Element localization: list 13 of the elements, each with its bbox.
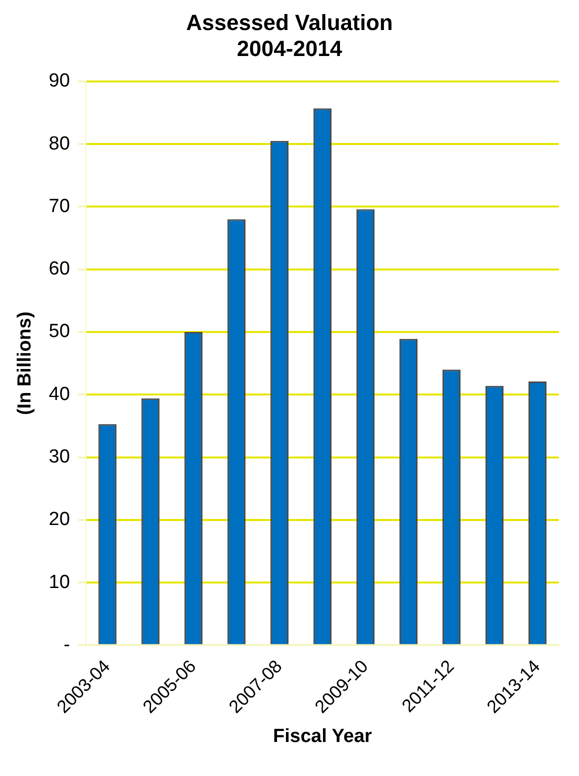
y-tick-label: 20 <box>48 509 70 530</box>
y-tick-label: 30 <box>48 446 70 468</box>
y-tick-label: 80 <box>48 133 70 154</box>
y-tick-label: 90 <box>48 70 70 92</box>
y-axis-title: (In Billions) <box>14 312 36 416</box>
y-tick-label: - <box>64 634 70 656</box>
y-tick-label: 60 <box>48 258 70 280</box>
y-tick-label: 50 <box>48 321 70 342</box>
x-axis-title: Fiscal Year <box>272 726 373 747</box>
chart-title: Assessed Valuation 2004-2014 <box>185 10 394 62</box>
y-tick-label: 70 <box>48 196 70 217</box>
y-tick-label: 40 <box>48 384 70 405</box>
y-tick-label: 10 <box>48 572 70 593</box>
